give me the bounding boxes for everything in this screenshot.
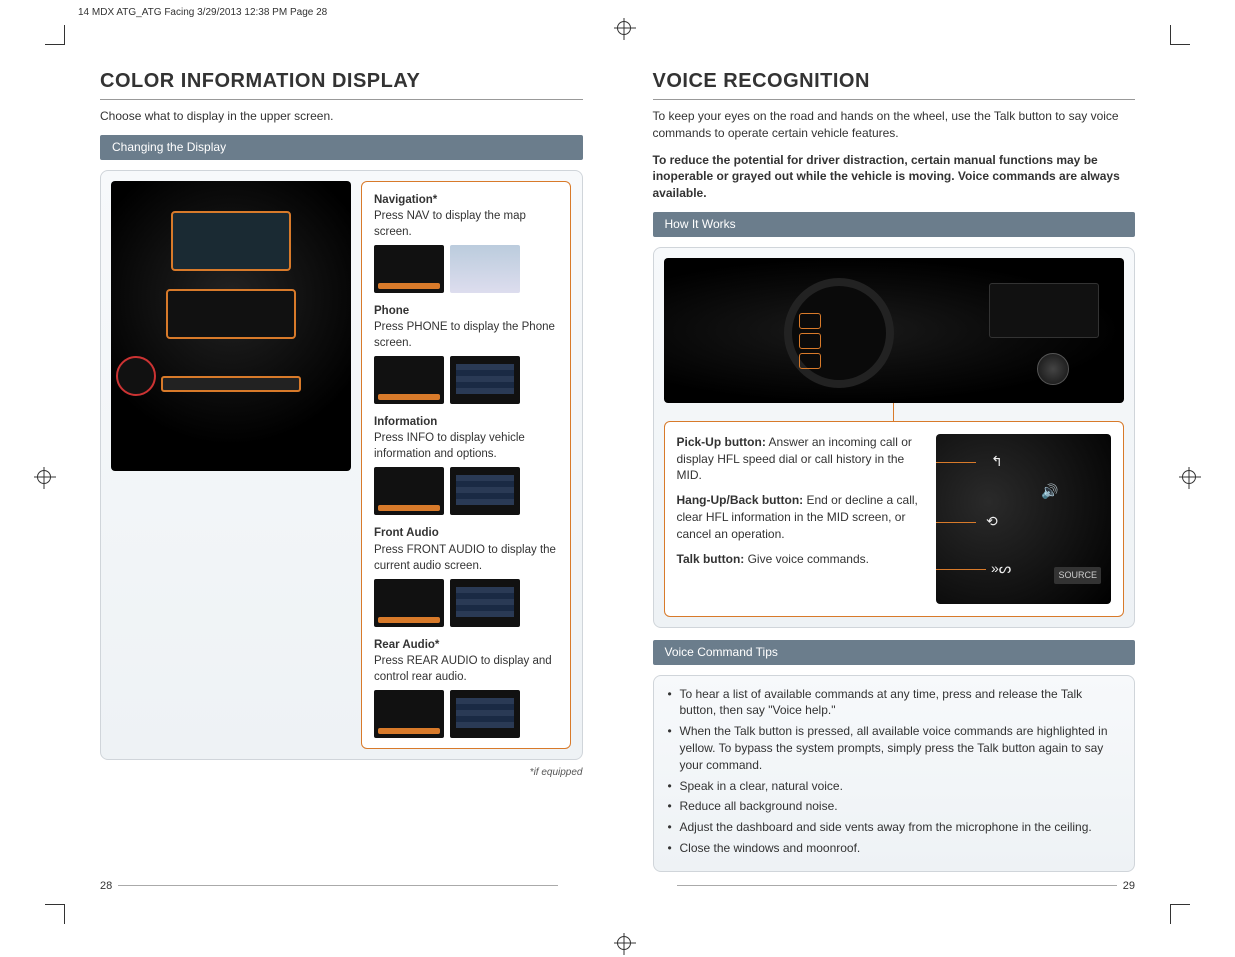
- thumb-dash: [374, 245, 444, 293]
- thumb-dash: [374, 690, 444, 738]
- callout-phone: Phone Press PHONE to display the Phone s…: [374, 303, 558, 404]
- tip-item: Adjust the dashboard and side vents away…: [668, 819, 1121, 836]
- registration-mark-left: [37, 469, 51, 491]
- callout-title: Information: [374, 416, 437, 428]
- pickup-icon: ↰: [991, 452, 1003, 472]
- thumb-map: [450, 245, 520, 293]
- dashboard-photo: [111, 181, 351, 471]
- hangup-button-desc: Hang-Up/Back button: End or decline a ca…: [677, 492, 925, 542]
- connector-line: [893, 403, 894, 421]
- page-number: 29: [671, 879, 1135, 894]
- changing-display-box: Navigation* Press NAV to display the map…: [100, 170, 583, 760]
- talk-icon: »ᔕ: [991, 559, 1011, 579]
- warning-text: To reduce the potential for driver distr…: [653, 152, 1136, 202]
- thumb-rear-audio: [450, 690, 520, 738]
- callout-title: Front Audio: [374, 527, 439, 539]
- footnote-if-equipped: *if equipped: [100, 766, 583, 780]
- crop-mark: [1170, 904, 1190, 924]
- crop-mark: [1170, 25, 1190, 45]
- callout-desc: Press NAV to display the map screen.: [374, 210, 526, 238]
- crop-mark: [45, 25, 65, 45]
- steering-wheel-photo: [664, 258, 1125, 403]
- callout-navigation: Navigation* Press NAV to display the map…: [374, 192, 558, 293]
- thumb-dash: [374, 579, 444, 627]
- page-number: 28: [100, 879, 564, 894]
- print-header: 14 MDX ATG_ATG Facing 3/29/2013 12:38 PM…: [78, 6, 327, 20]
- callout-front-audio: Front Audio Press FRONT AUDIO to display…: [374, 525, 558, 626]
- tip-item: Reduce all background noise.: [668, 798, 1121, 815]
- voice-tips-box: To hear a list of available commands at …: [653, 675, 1136, 872]
- subhead-changing-display: Changing the Display: [100, 135, 583, 160]
- callout-title: Rear Audio*: [374, 639, 439, 651]
- hangup-icon: ⟲: [986, 512, 998, 532]
- callout-desc: Press FRONT AUDIO to display the current…: [374, 544, 556, 572]
- callout-rear-audio: Rear Audio* Press REAR AUDIO to display …: [374, 637, 558, 738]
- wheel-buttons-closeup: ↰ 🔊 ⟲ »ᔕ SOURCE: [936, 434, 1111, 604]
- intro-text: To keep your eyes on the road and hands …: [653, 108, 1136, 142]
- display-callouts: Navigation* Press NAV to display the map…: [361, 181, 571, 749]
- tip-item: Close the windows and moonroof.: [668, 840, 1121, 857]
- callout-title: Phone: [374, 305, 409, 317]
- callout-desc: Press REAR AUDIO to display and control …: [374, 655, 552, 683]
- tip-item: When the Talk button is pressed, all ava…: [668, 723, 1121, 773]
- registration-mark-right: [1182, 469, 1196, 491]
- section-title: VOICE RECOGNITION: [653, 67, 1136, 100]
- callout-desc: Press PHONE to display the Phone screen.: [374, 321, 555, 349]
- tip-item: To hear a list of available commands at …: [668, 686, 1121, 720]
- pickup-button-desc: Pick-Up button: Answer an incoming call …: [677, 434, 925, 484]
- callout-title: Navigation*: [374, 194, 437, 206]
- callout-information: Information Press INFO to display vehicl…: [374, 414, 558, 515]
- subhead-voice-tips: Voice Command Tips: [653, 640, 1136, 665]
- subhead-how-it-works: How It Works: [653, 212, 1136, 237]
- intro-text: Choose what to display in the upper scre…: [100, 108, 583, 125]
- page-28: COLOR INFORMATION DISPLAY Choose what to…: [65, 27, 618, 919]
- thumb-phone: [450, 356, 520, 404]
- source-label: SOURCE: [1054, 567, 1101, 584]
- button-callout-box: Pick-Up button: Answer an incoming call …: [664, 421, 1125, 617]
- thumb-info: [450, 467, 520, 515]
- speaker-icon: 🔊: [1041, 482, 1058, 502]
- tip-item: Speak in a clear, natural voice.: [668, 778, 1121, 795]
- thumb-audio: [450, 579, 520, 627]
- page-29: VOICE RECOGNITION To keep your eyes on t…: [618, 27, 1171, 919]
- how-it-works-box: Pick-Up button: Answer an incoming call …: [653, 247, 1136, 628]
- thumb-dash: [374, 467, 444, 515]
- thumb-dash: [374, 356, 444, 404]
- callout-desc: Press INFO to display vehicle informatio…: [374, 432, 525, 460]
- crop-mark: [45, 904, 65, 924]
- talk-button-desc: Talk button: Give voice commands.: [677, 551, 925, 568]
- section-title: COLOR INFORMATION DISPLAY: [100, 67, 583, 100]
